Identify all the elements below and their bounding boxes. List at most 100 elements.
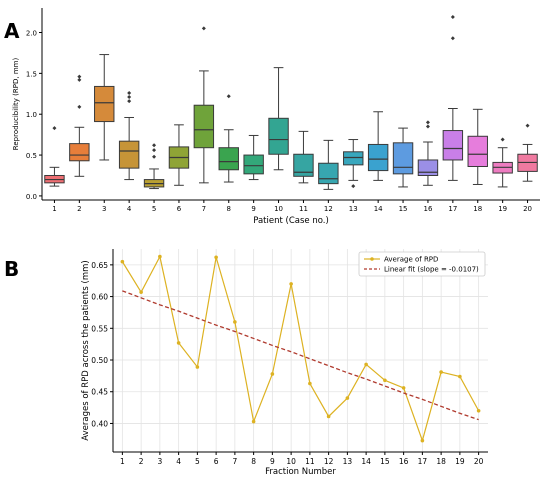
average-rpd-line [121, 254, 480, 443]
linear-fit-line [122, 290, 479, 421]
x-tick-label: 7 [232, 457, 237, 466]
box-15 [392, 127, 414, 188]
outlier-point [77, 104, 82, 109]
outlier-point [450, 14, 455, 19]
x-tick-label: 12 [324, 457, 334, 466]
x-tick-label: 19 [455, 457, 465, 466]
x-tick-label: 17 [448, 205, 457, 213]
legend-marker [370, 257, 374, 261]
y-tick-label: 0.55 [91, 324, 108, 333]
box-6 [168, 124, 190, 186]
data-point [214, 255, 218, 260]
outlier-point [77, 74, 82, 79]
x-tick-label: 20 [523, 205, 532, 213]
outlier-point [226, 94, 231, 99]
box-9 [243, 134, 264, 181]
data-point [308, 381, 312, 386]
x-tick-label: 7 [202, 205, 206, 213]
outlier-point [450, 36, 455, 41]
y-tick-label: 0.5 [26, 152, 37, 160]
box-iqr [293, 153, 314, 177]
x-tick-label: 6 [177, 205, 182, 213]
y-tick-label: 2.0 [26, 30, 37, 38]
box-iqr [467, 135, 488, 168]
box-5 [143, 143, 165, 190]
x-tick-label: 11 [305, 457, 315, 466]
box-16 [417, 120, 439, 186]
x-tick-label: 18 [436, 457, 446, 466]
x-tick-label: 8 [227, 205, 231, 213]
box-20 [517, 123, 538, 182]
data-point [195, 365, 200, 369]
outlier-point [127, 95, 132, 100]
box-iqr [442, 130, 464, 161]
x-tick-label: 2 [139, 457, 144, 466]
box-iqr [218, 147, 239, 171]
data-point [270, 372, 275, 376]
box-iqr [94, 85, 115, 123]
data-point [401, 386, 406, 390]
x-tick-label: 17 [418, 457, 428, 466]
x-tick-label: 1 [52, 205, 56, 213]
data-point [251, 419, 256, 424]
box-2 [69, 74, 90, 177]
data-point [383, 378, 387, 383]
y-tick-label: 1.0 [26, 111, 37, 119]
x-tick-label: 2 [77, 205, 81, 213]
outlier-point [425, 120, 430, 125]
y-tick-label: 0.50 [91, 356, 108, 365]
x-tick-label: 20 [474, 457, 484, 466]
box-iqr [193, 104, 215, 149]
box-iqr [118, 140, 140, 169]
y-tick-label: 0.60 [91, 293, 108, 302]
data-point [158, 254, 162, 259]
x-tick-label: 19 [498, 205, 507, 213]
legend-entry: Average of RPD [384, 256, 438, 264]
x-axis-label: Fraction Number [265, 467, 336, 477]
box-iqr [318, 162, 339, 185]
x-tick-label: 4 [127, 205, 132, 213]
y-axis-label: Averages of RPD across the patients (mm) [81, 260, 91, 440]
data-point [420, 438, 425, 443]
outlier-point [351, 184, 356, 189]
legend-box [358, 251, 486, 277]
outlier-point [152, 154, 157, 159]
x-tick-label: 14 [361, 457, 371, 466]
panel-b-label: B [4, 257, 19, 281]
outlier-point [500, 137, 505, 142]
box-14 [367, 111, 389, 181]
x-tick-label: 11 [299, 205, 308, 213]
x-tick-label: 10 [286, 457, 296, 466]
x-tick-label: 16 [423, 205, 432, 213]
box-19 [492, 137, 513, 188]
y-tick-label: 0.65 [91, 261, 108, 270]
x-tick-label: 15 [399, 205, 408, 213]
data-point [326, 414, 331, 419]
outlier-point [52, 126, 57, 131]
box-10 [268, 67, 289, 171]
box-iqr [367, 143, 389, 172]
outlier-point [152, 143, 157, 148]
y-axis-label: Reproducibility (RPD, mm) [12, 58, 20, 151]
box-3 [94, 54, 115, 161]
x-tick-label: 8 [251, 457, 256, 466]
box-iqr [417, 159, 439, 176]
data-point [139, 290, 143, 294]
data-point [289, 282, 293, 286]
box-4 [118, 90, 140, 181]
outlier-point [525, 123, 530, 128]
box-iqr [243, 154, 264, 175]
data-point [458, 374, 462, 379]
x-tick-label: 13 [349, 205, 358, 213]
data-point [233, 320, 237, 324]
box-13 [343, 139, 364, 189]
box-8 [218, 94, 239, 183]
outlier-point [201, 26, 206, 31]
x-axis-label: Patient (Case no.) [253, 216, 329, 226]
x-tick-label: 6 [214, 457, 219, 466]
box-12 [318, 139, 339, 190]
x-tick-label: 12 [324, 205, 333, 213]
x-tick-label: 5 [152, 205, 156, 213]
box-7 [193, 26, 215, 184]
